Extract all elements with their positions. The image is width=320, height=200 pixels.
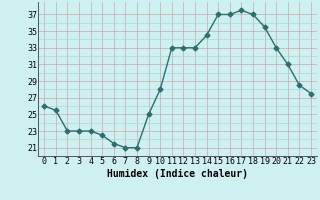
X-axis label: Humidex (Indice chaleur): Humidex (Indice chaleur) [107,169,248,179]
